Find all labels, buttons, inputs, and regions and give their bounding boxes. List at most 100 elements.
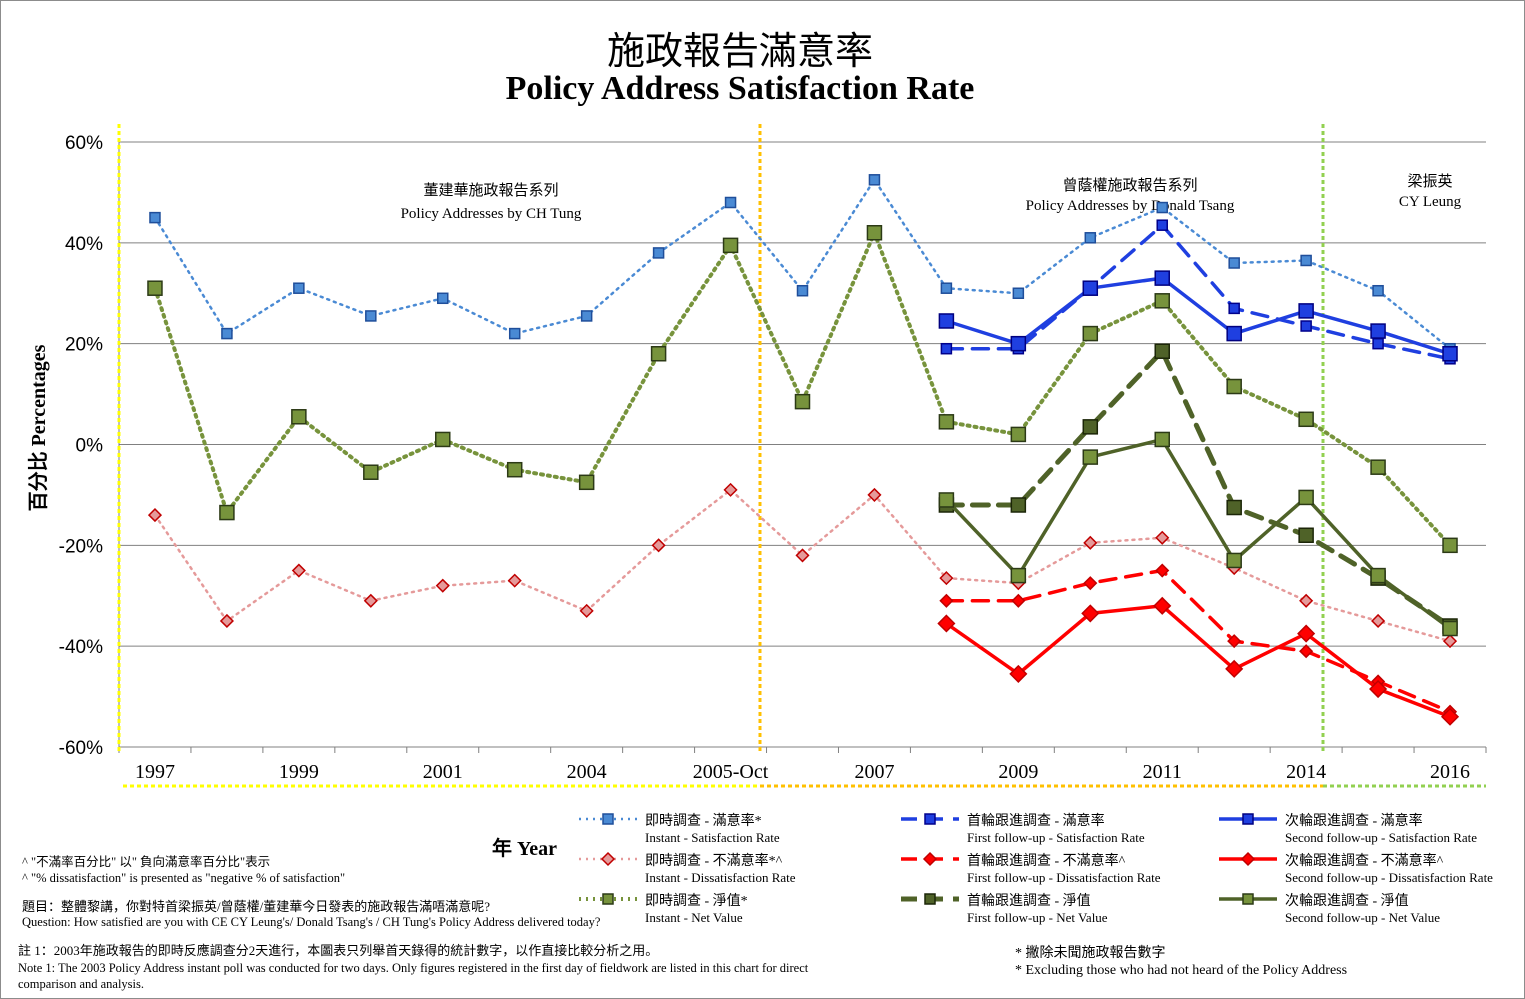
x-tick-label: 2009 — [998, 761, 1038, 783]
legend-marker — [922, 851, 938, 867]
legend-label-zh: 次輪跟進調查 - 淨值 — [1285, 894, 1409, 909]
note-caret-en: ^ "% dissatisfaction" is presented as "n… — [22, 871, 346, 885]
legend-item: 即時調查 - 滿意率* Instant - Satisfaction Rate — [575, 810, 875, 846]
series-7 — [938, 270, 1458, 362]
data-point — [1300, 320, 1312, 332]
legend-label-zh: 首輪跟進調查 - 淨值 — [967, 894, 1091, 909]
legend-label-en: Second follow-up - Dissatisfaction Rate — [1285, 870, 1493, 885]
question-zh: 題目：整體黎講，你對特首梁振英/曾蔭權/董建華今日發表的施政報告滿唔滿意呢? — [22, 899, 490, 914]
legend-item: 首輪跟進調查 - 淨值 First follow-up - Net Value — [897, 890, 1197, 926]
note-star-en: * Excluding those who had not heard of t… — [1015, 963, 1348, 978]
legend-swatch — [901, 893, 959, 905]
data-point — [508, 327, 521, 340]
data-point — [1155, 530, 1170, 545]
note-star-zh: * 撇除未聞施政報告數字 — [1015, 946, 1166, 961]
series-line — [944, 223, 1452, 361]
x-tick-label: 2007 — [854, 761, 894, 783]
legend-label-en: First follow-up - Dissatisfaction Rate — [967, 870, 1161, 885]
legend-label-en: First follow-up - Satisfaction Rate — [967, 830, 1145, 845]
data-point — [1082, 449, 1099, 465]
data-point — [1442, 634, 1458, 649]
series-6 — [938, 343, 1458, 634]
data-point — [1372, 337, 1384, 350]
data-point — [1082, 280, 1099, 296]
data-point — [650, 346, 667, 362]
data-point — [1442, 346, 1458, 362]
data-point — [794, 393, 811, 410]
y-tick-label: 0% — [76, 436, 104, 457]
period-label-en-leung: CY Leung — [1399, 194, 1462, 210]
x-tick-label: 2001 — [423, 761, 463, 783]
y-tick-label: -20% — [59, 536, 103, 557]
data-point — [1082, 325, 1099, 342]
data-point — [1228, 257, 1240, 269]
data-point — [507, 573, 522, 588]
chart-title-en: Policy Address Satisfaction Rate — [505, 70, 975, 107]
data-point — [363, 593, 378, 608]
series-line — [944, 604, 1452, 719]
x-tick-label: 2014 — [1286, 761, 1326, 783]
legend-marker — [1242, 893, 1254, 905]
data-point — [365, 310, 377, 322]
data-point — [938, 313, 955, 329]
data-point — [1011, 593, 1026, 608]
data-point — [1012, 287, 1025, 299]
data-point — [221, 327, 233, 340]
y-tick-label: 20% — [65, 335, 103, 356]
data-point — [1010, 335, 1027, 352]
data-point — [1228, 302, 1240, 315]
chart-title-zh: 施政報告滿意率 — [606, 29, 873, 73]
data-point — [1083, 576, 1098, 591]
legend-marker — [924, 813, 936, 825]
data-point — [578, 474, 595, 491]
legend-label-zh: 次輪跟進調查 - 不滿意率^ — [1285, 854, 1444, 869]
series-line — [153, 230, 1452, 548]
note-caret-zh: ^ "不滿率百分比" 以" 負向滿意率百分比"表示 — [22, 855, 271, 869]
period-label-zh-tung: 董建華施政報告系列 — [423, 181, 558, 199]
legend-swatch — [579, 851, 637, 867]
data-point — [867, 487, 882, 502]
legend-marker — [1242, 813, 1254, 825]
legend-marker — [600, 851, 616, 867]
legend-marker — [1240, 851, 1256, 867]
data-point — [149, 211, 161, 224]
period-label-en-tsang: Policy Addresses by Donald Tsang — [1026, 198, 1235, 214]
data-point — [1298, 303, 1314, 319]
legend-marker — [602, 813, 614, 825]
x-tick-label: 2004 — [567, 761, 607, 783]
series-2 — [147, 482, 1458, 649]
series-line — [944, 276, 1452, 356]
y-tick-label: 40% — [65, 234, 103, 255]
data-point — [1370, 567, 1386, 584]
x-tick-label: 1997 — [135, 761, 175, 783]
data-point — [1371, 613, 1386, 629]
data-point — [1154, 293, 1170, 309]
legend-label-zh: 首輪跟進調查 - 滿意率 — [967, 814, 1105, 829]
data-point — [1155, 563, 1170, 578]
legend-item: 即時調查 - 不滿意率*^ Instant - Dissatisfaction R… — [575, 850, 875, 886]
series-line — [153, 178, 1452, 350]
data-point — [293, 282, 305, 294]
data-point — [1300, 254, 1312, 267]
data-point — [1372, 284, 1384, 297]
data-point — [1226, 378, 1242, 395]
legend-swatch — [1219, 851, 1277, 867]
data-point — [1226, 552, 1242, 569]
data-point — [1154, 431, 1170, 448]
data-point — [1010, 567, 1027, 584]
legend-label-en: Instant - Net Value — [645, 910, 743, 925]
x-tick-label: 2005-Oct — [693, 761, 769, 783]
x-tick-label: 1999 — [279, 761, 319, 783]
legend-swatch — [1219, 893, 1277, 905]
data-point — [940, 282, 953, 294]
data-point — [1226, 325, 1242, 342]
data-point — [938, 492, 955, 508]
data-point — [795, 548, 810, 563]
data-point — [868, 174, 881, 186]
data-point — [435, 578, 450, 593]
legend-item: 首輪跟進調查 - 不滿意率^ First follow-up - Dissatis… — [897, 850, 1197, 886]
series-line — [944, 568, 1452, 714]
data-point — [1442, 537, 1458, 554]
legend-label-zh: 即時調查 - 淨值* — [645, 894, 748, 909]
series-line — [944, 437, 1452, 631]
